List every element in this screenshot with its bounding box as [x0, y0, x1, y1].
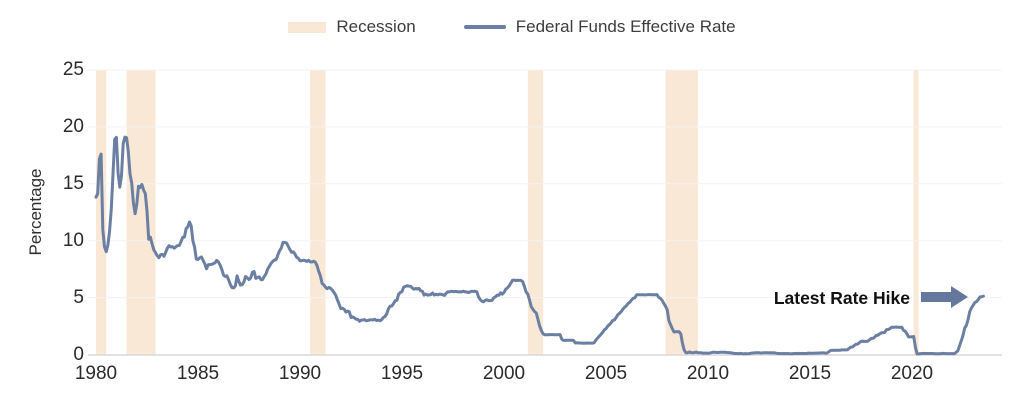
annotation-latest-rate-hike: Latest Rate Hike [773, 288, 910, 308]
recession-band [913, 70, 919, 355]
y-tick-label: 0 [73, 343, 84, 365]
x-tick-label: 1990 [278, 363, 322, 384]
legend-label-recession: Recession [336, 17, 416, 36]
x-tick-label: 2020 [890, 363, 934, 384]
recession-band [527, 70, 544, 355]
x-tick-label: 1995 [380, 363, 424, 384]
y-tick-label: 25 [62, 59, 84, 80]
legend: Recession Federal Funds Effective Rate [0, 14, 1024, 40]
y-tick-label: 20 [62, 115, 84, 137]
x-tick-label: 1985 [176, 363, 220, 384]
recession-bands [96, 70, 919, 355]
x-tick-label: 2000 [482, 363, 526, 384]
recession-band [665, 70, 698, 355]
federal-funds-rate-line [94, 135, 985, 356]
recession-band [310, 70, 326, 355]
y-tick-label: 10 [62, 229, 84, 251]
recession-swatch [288, 21, 327, 33]
legend-label-rate: Federal Funds Effective Rate [515, 17, 736, 36]
rate-line-swatch [463, 25, 506, 29]
recession-band [126, 70, 156, 355]
x-tick-label: 2010 [686, 363, 730, 384]
right-arrow-icon [921, 286, 968, 308]
x-tick-label: 2005 [584, 363, 628, 384]
y-tick-label: 5 [73, 286, 84, 308]
x-tick-label: 1980 [74, 363, 118, 384]
gridlines [88, 69, 1002, 299]
y-tick-label: 15 [62, 172, 84, 194]
x-tick-label: 2015 [788, 363, 832, 384]
